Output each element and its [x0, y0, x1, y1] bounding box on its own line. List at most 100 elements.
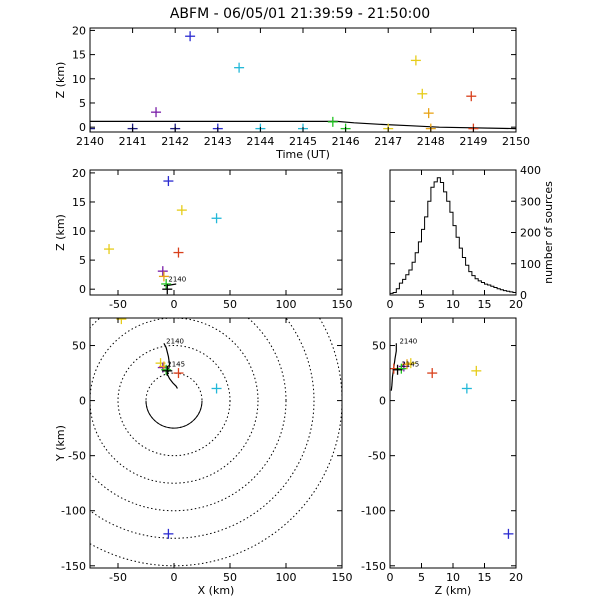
y-tick-label: 15	[72, 196, 86, 209]
range-ring	[90, 318, 315, 539]
y-tick-label: 10	[72, 73, 86, 86]
data-point	[90, 123, 95, 132]
histogram-bar	[497, 289, 500, 295]
data-point	[173, 247, 184, 258]
range-ring	[145, 372, 203, 429]
histogram-bar	[472, 276, 475, 295]
histogram-bar	[444, 192, 447, 295]
plot-frame	[89, 27, 517, 133]
plot-area: 2140 2145	[90, 318, 342, 567]
x-tick-label: 0	[171, 571, 178, 584]
x-tick-label: 2147	[374, 135, 402, 148]
data-point	[173, 368, 184, 379]
data-point	[471, 365, 482, 376]
x-axis-label: Time (UT)	[275, 148, 330, 161]
x-tick-label: 2144	[246, 135, 274, 148]
time-label: 2140	[166, 337, 184, 345]
x-tick-label: 20	[509, 571, 523, 584]
y-axis-label: Z (km)	[54, 214, 67, 251]
y-axis-label: Y (km)	[54, 425, 67, 462]
range-ring	[90, 318, 259, 484]
x-axis-label: Z (km)	[435, 584, 472, 597]
y-tick-label: -150	[361, 560, 386, 573]
y-tick-label: 0	[520, 289, 527, 302]
y-tick-label: 20	[72, 24, 86, 37]
x-z-plot: 2140 -50 0 50 100 150 0 5 10 15 20 Z (km)	[54, 167, 353, 311]
data-point	[461, 383, 472, 394]
data-point	[423, 108, 434, 119]
data-point	[427, 368, 438, 379]
x-tick-label: 100	[276, 298, 297, 311]
x-tick-label: 15	[478, 298, 492, 311]
plot-frame	[89, 169, 343, 296]
x-tick-label: 2145	[289, 135, 317, 148]
y-tick-label: -100	[361, 505, 386, 518]
data-point	[162, 284, 173, 295]
data-point	[503, 528, 514, 539]
histogram-bar	[437, 178, 440, 295]
time-label: 2145	[401, 360, 419, 368]
x-tick-label: 150	[332, 298, 353, 311]
x-tick-label: 2146	[332, 135, 360, 148]
x-tick-label: 2148	[417, 135, 445, 148]
histogram-bar	[478, 281, 481, 295]
histogram-outline	[389, 177, 516, 295]
x-tick-label: 100	[276, 571, 297, 584]
time-height-plot: 2140 2141 2142 2143 2144 2145 2146 2147 2148 2149…	[54, 24, 530, 161]
x-tick-label: 2142	[161, 135, 189, 148]
histogram-bar	[503, 291, 506, 295]
y-tick-label: -150	[61, 560, 86, 573]
x-tick-label: 10	[446, 298, 460, 311]
y-tick-label: 100	[520, 258, 541, 271]
data-point	[211, 213, 222, 224]
plot-frame	[389, 317, 517, 569]
y-axis-label: number of sources	[542, 181, 555, 284]
x-tick-label: 50	[223, 571, 237, 584]
y-tick-label: 5	[79, 254, 86, 267]
x-tick-label: 20	[509, 298, 523, 311]
time-label: 2145	[167, 360, 185, 368]
y-tick-label: 10	[72, 225, 86, 238]
data-point	[161, 364, 172, 375]
x-tick-label: 2149	[459, 135, 487, 148]
histogram-bar	[466, 265, 469, 295]
plot-area: 2140 2145	[390, 337, 514, 539]
y-axis-label: Z (km)	[54, 62, 67, 99]
data-point	[392, 364, 403, 375]
y-tick-label: 300	[520, 195, 541, 208]
y-tick-label: 50	[72, 340, 86, 353]
x-tick-label: 50	[223, 298, 237, 311]
y-tick-label: 200	[520, 227, 541, 240]
x-tick-label: 2150	[502, 135, 530, 148]
y-tick-label: 400	[520, 164, 541, 177]
x-tick-label: 5	[418, 298, 425, 311]
y-tick-label: -50	[68, 450, 86, 463]
x-tick-label: 0	[387, 298, 394, 311]
y-tick-label: -50	[368, 450, 386, 463]
range-ring	[117, 345, 231, 457]
y-tick-label: 50	[372, 340, 386, 353]
y-tick-label: 0	[79, 395, 86, 408]
y-tick-label: 0	[79, 121, 86, 134]
z-y-plot: 2140 2145 0 5 10 15 20 -150 -100 -50 0 50 Z (km)	[361, 317, 523, 597]
histogram-bar	[399, 283, 402, 295]
x-tick-label: 10	[446, 571, 460, 584]
y-tick-label: -100	[61, 505, 86, 518]
y-tick-label: 5	[79, 97, 86, 110]
data-point	[327, 116, 338, 127]
x-tick-label: -50	[109, 571, 127, 584]
data-point	[410, 55, 421, 66]
histogram-bar	[440, 183, 443, 296]
x-tick-label: 2143	[204, 135, 232, 148]
x-tick-label: 0	[171, 298, 178, 311]
x-tick-label: 2141	[119, 135, 147, 148]
data-point	[162, 365, 173, 376]
data-point	[157, 266, 168, 277]
data-point	[158, 271, 169, 282]
data-point	[234, 62, 245, 73]
x-tick-label: 0	[387, 571, 394, 584]
range-ring	[90, 318, 287, 512]
